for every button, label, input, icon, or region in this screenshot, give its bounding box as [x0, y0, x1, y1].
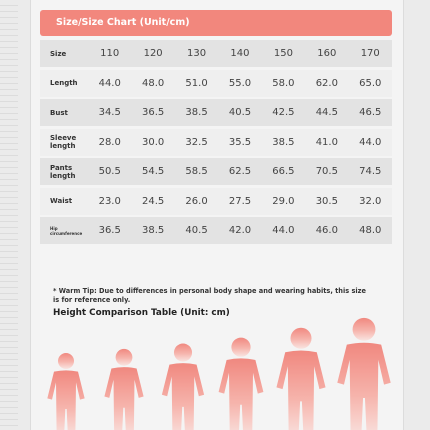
table-cell: 150 — [273, 48, 293, 59]
table-cell: 70.5 — [315, 166, 338, 177]
table-cell: 38.5 — [142, 225, 165, 236]
table-cell: 110 — [100, 48, 120, 59]
row-label: Pants length — [50, 163, 76, 180]
table-cell: 120 — [143, 48, 163, 59]
table-cell: 29.0 — [272, 195, 295, 207]
table-row: Length 44.0 48.0 51.0 55.0 58.0 62.0 65.0 — [40, 69, 392, 97]
table-cell: 36.5 — [142, 107, 165, 118]
table-cell: 30.0 — [142, 136, 165, 148]
table-cell: 24.5 — [142, 195, 165, 207]
table-cell: 48.0 — [359, 225, 382, 236]
table-cell: 36.5 — [98, 225, 121, 236]
table-row: Bust 34.5 36.5 38.5 40.5 42.5 44.5 46.5 — [40, 99, 392, 126]
table-row: Size 110 120 130 140 150 160 170 — [40, 40, 392, 67]
table-cell: 44.5 — [315, 107, 338, 118]
table-cell: 130 — [187, 48, 207, 59]
row-label: Hip circumference — [50, 225, 83, 236]
table-cell: 160 — [317, 48, 337, 59]
table-cell: 40.5 — [185, 225, 208, 236]
warm-tip: * Warm Tip: Due to differences in person… — [53, 287, 366, 304]
table-cell: 44.0 — [272, 225, 295, 236]
table-cell: 50.5 — [98, 166, 121, 177]
table-cell: 40.5 — [228, 107, 252, 118]
table-cell: 26.0 — [185, 195, 208, 207]
table-cell: 66.5 — [272, 166, 295, 177]
table-cell: 28.0 — [98, 136, 121, 148]
row-label: Waist — [50, 197, 73, 205]
table-cell: 62.0 — [315, 77, 338, 89]
table-cell: 44.0 — [359, 136, 382, 148]
table-cell: 32.5 — [185, 136, 208, 148]
row-label: Length — [50, 79, 78, 87]
table-cell: 27.5 — [228, 195, 252, 207]
table-cell: 51.0 — [185, 77, 208, 89]
table-cell: 30.5 — [315, 195, 338, 207]
ruler — [0, 0, 18, 430]
table-cell: 41.0 — [315, 136, 338, 148]
table-cell: 42.0 — [228, 225, 252, 236]
table-cell: 58.0 — [272, 77, 295, 89]
table-row: Pants length 50.5 54.5 58.5 62.5 66.5 70.5 74.5 — [40, 158, 392, 185]
table-cell: 44.0 — [98, 77, 121, 89]
table-cell: 48.0 — [142, 77, 165, 89]
height-title: Height Comparison Table (Unit: cm) — [53, 308, 230, 318]
figures — [47, 317, 391, 430]
table-cell: 140 — [230, 48, 250, 59]
row-label: Size — [50, 49, 67, 58]
table-cell: 65.0 — [359, 77, 382, 89]
table-title: Size/Size Chart (Unit/cm) — [40, 10, 392, 36]
table-cell: 46.5 — [359, 107, 382, 118]
table-cell: 38.5 — [272, 136, 295, 148]
row-label: Bust — [50, 108, 68, 117]
table-row: Sleeve length 28.0 30.0 32.5 35.5 38.5 41.0 44.… — [40, 128, 392, 156]
table-cell: 55.0 — [228, 77, 252, 89]
table-cell: 34.5 — [98, 107, 121, 118]
table-cell: 74.5 — [359, 166, 382, 177]
table-cell: 23.0 — [98, 195, 121, 207]
table-cell: 170 — [360, 48, 380, 59]
row-label: Sleeve length — [50, 134, 77, 150]
table-cell: 35.5 — [228, 136, 252, 148]
table-cell: 32.0 — [359, 195, 382, 207]
size-table: Size 110 120 130 140 150 160 170 Length 44.0 48.0 5… — [40, 40, 392, 247]
table-cell: 58.5 — [185, 166, 208, 177]
table-cell: 54.5 — [142, 166, 165, 177]
table-cell: 42.5 — [272, 107, 295, 118]
table-row: Hip circumference 36.5 38.5 40.5 42.0 44.0 46.… — [40, 217, 392, 244]
table-cell: 62.5 — [228, 166, 252, 177]
table-cell: 46.0 — [315, 225, 338, 236]
table-cell: 38.5 — [185, 107, 208, 118]
table-row: Waist 23.0 24.5 26.0 27.5 29.0 30.5 32.0 — [40, 187, 392, 215]
